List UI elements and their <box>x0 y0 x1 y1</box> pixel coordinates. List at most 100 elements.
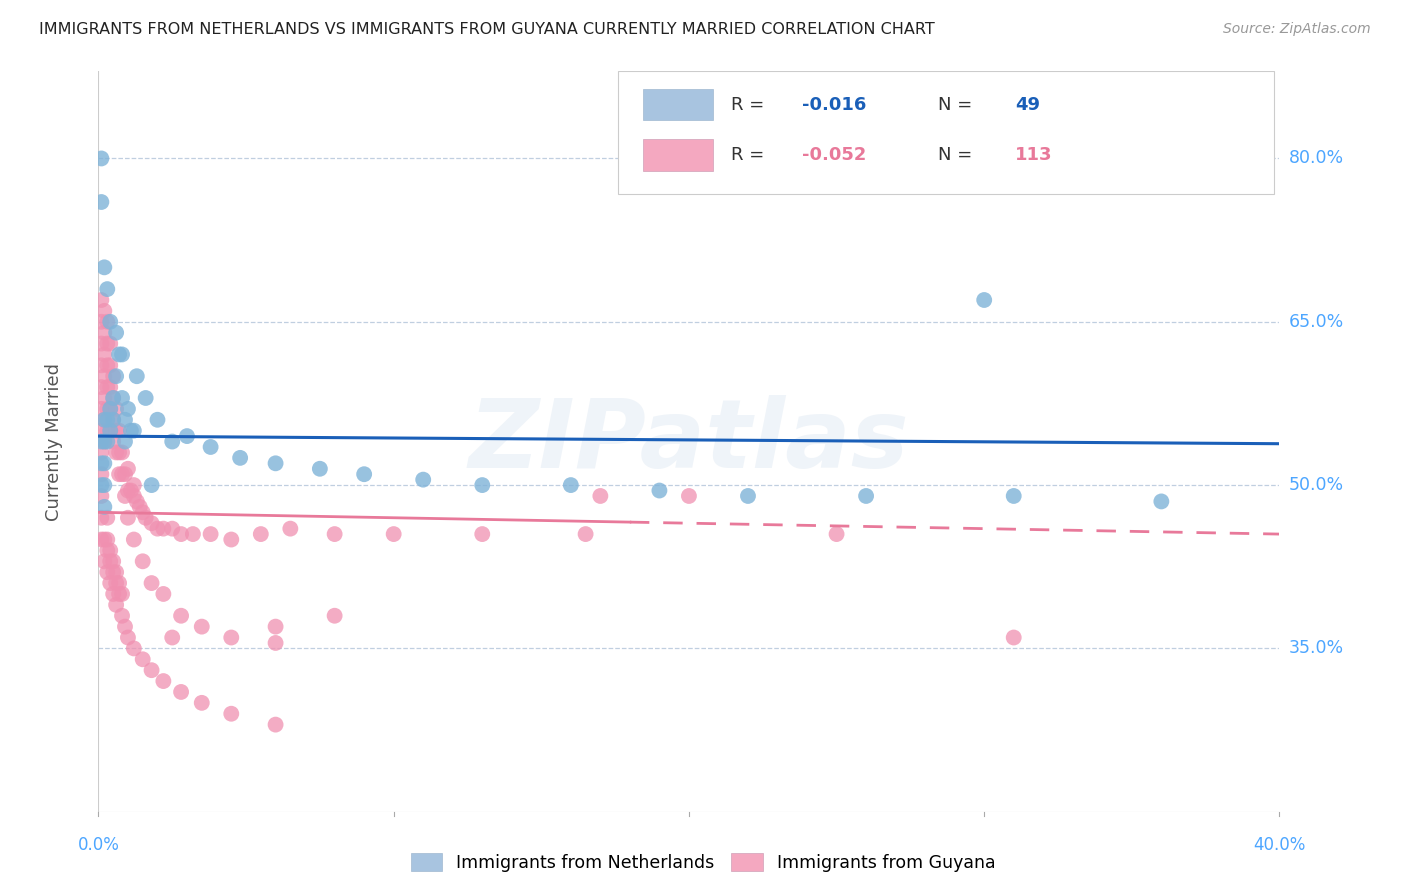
Point <box>120 483 142 498</box>
Point <box>90 359 112 373</box>
Point <box>152 674 174 689</box>
Point <box>98 380 121 394</box>
Text: 65.0%: 65.0% <box>1289 313 1344 331</box>
Point <box>117 462 139 476</box>
Text: R =: R = <box>731 146 770 164</box>
Point <box>191 620 214 634</box>
Point <box>162 522 183 536</box>
Point <box>105 401 128 416</box>
Point <box>96 543 118 558</box>
Point <box>98 401 121 416</box>
Point <box>264 636 287 650</box>
Point <box>96 533 118 547</box>
Point <box>200 527 222 541</box>
Point <box>90 478 112 492</box>
Point <box>141 478 163 492</box>
Point <box>103 554 125 568</box>
Point <box>103 369 125 384</box>
Point <box>96 359 118 373</box>
Point <box>105 326 128 340</box>
Point <box>114 434 136 449</box>
Point <box>96 424 118 438</box>
Text: R =: R = <box>731 95 770 113</box>
Point <box>90 467 112 482</box>
Point <box>90 445 112 459</box>
Point <box>93 413 115 427</box>
Point <box>648 483 671 498</box>
Point <box>117 401 139 416</box>
Point <box>141 516 163 531</box>
Point <box>117 483 139 498</box>
Point <box>141 663 163 677</box>
Point <box>96 510 118 524</box>
Point <box>111 445 134 459</box>
Point <box>141 576 163 591</box>
Point <box>93 500 115 514</box>
Point <box>221 631 243 645</box>
Point <box>103 413 125 427</box>
FancyBboxPatch shape <box>619 71 1274 194</box>
Point <box>114 620 136 634</box>
Point <box>108 347 131 361</box>
Point <box>181 527 204 541</box>
Text: Currently Married: Currently Married <box>45 362 62 521</box>
Point <box>117 510 139 524</box>
Point <box>90 401 112 416</box>
Point <box>125 369 148 384</box>
Point <box>152 522 174 536</box>
Point <box>353 467 375 482</box>
Point <box>120 424 142 438</box>
Text: 80.0%: 80.0% <box>1289 150 1344 168</box>
Point <box>90 434 112 449</box>
Point <box>221 533 243 547</box>
Point <box>105 576 128 591</box>
Text: 0.0%: 0.0% <box>77 836 120 854</box>
Point <box>96 336 118 351</box>
Point <box>93 478 115 492</box>
Point <box>90 424 112 438</box>
Point <box>111 608 134 623</box>
Point <box>471 527 494 541</box>
Point <box>98 359 121 373</box>
Point <box>264 456 287 470</box>
Point <box>96 565 118 579</box>
Point <box>132 554 155 568</box>
Text: 49: 49 <box>1015 95 1040 113</box>
Point <box>264 620 287 634</box>
Point <box>162 434 183 449</box>
Point <box>122 489 145 503</box>
Point <box>471 478 494 492</box>
Point <box>93 533 115 547</box>
Text: -0.016: -0.016 <box>803 95 866 113</box>
Point <box>108 467 131 482</box>
Point <box>90 456 112 470</box>
Point <box>146 522 169 536</box>
Point <box>98 401 121 416</box>
Point <box>162 631 183 645</box>
Point <box>122 424 145 438</box>
Point <box>98 424 121 438</box>
Point <box>560 478 582 492</box>
Point <box>114 489 136 503</box>
Point <box>135 391 157 405</box>
Point <box>221 706 243 721</box>
Point <box>323 608 346 623</box>
Point <box>117 631 139 645</box>
Point <box>93 434 115 449</box>
Point <box>855 489 877 503</box>
Point <box>135 510 157 524</box>
FancyBboxPatch shape <box>643 139 713 170</box>
Point <box>170 527 193 541</box>
Point <box>280 522 302 536</box>
Point <box>1002 631 1025 645</box>
Point <box>108 445 131 459</box>
Point <box>96 401 118 416</box>
Point <box>105 598 128 612</box>
Point <box>575 527 598 541</box>
Point <box>90 194 112 209</box>
Point <box>90 510 112 524</box>
Point <box>250 527 273 541</box>
Point <box>93 434 115 449</box>
Point <box>122 641 145 656</box>
Point <box>98 336 121 351</box>
